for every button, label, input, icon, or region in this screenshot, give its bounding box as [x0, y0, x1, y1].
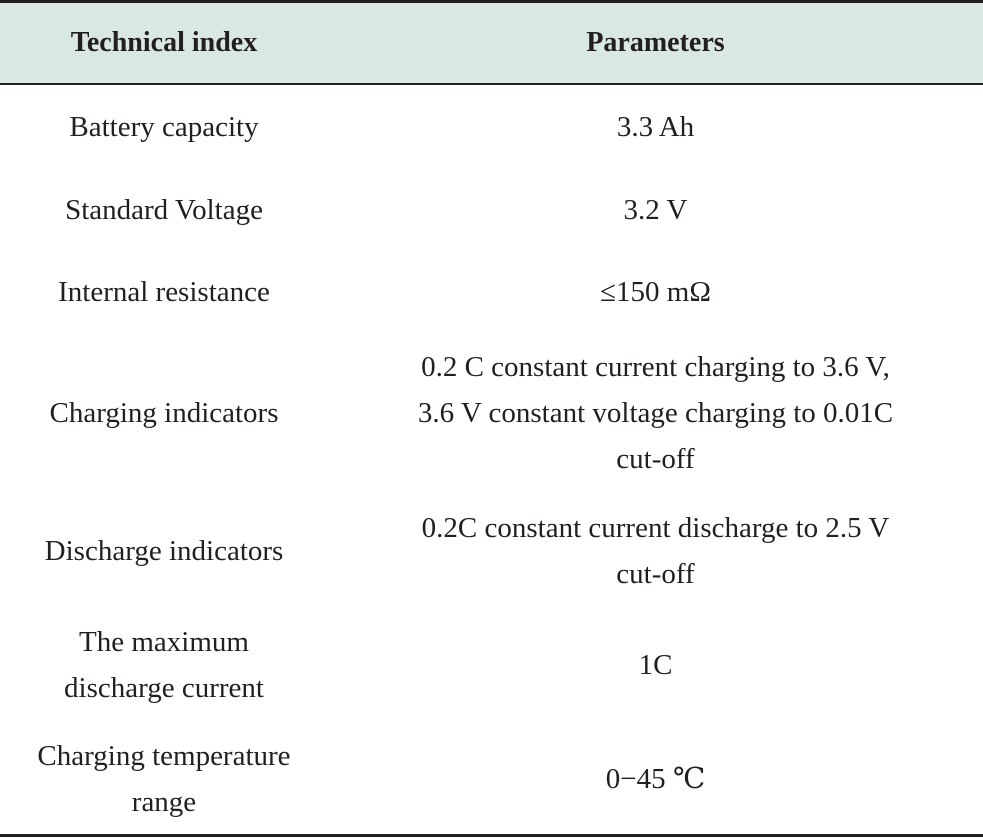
table-row-parameter-cell: 0.2 C constant current charging to 3.6 V…	[417, 351, 894, 475]
table-row-index-cell: Discharge indicators	[44, 535, 284, 567]
table-row-index-cell: Charging temperature range	[37, 740, 291, 818]
table-row-index-cell: Charging indicators	[49, 397, 279, 429]
table-header-row	[0, 3, 983, 83]
column-header-parameters: Parameters	[586, 27, 725, 58]
table-row-parameter-cell: 3.2 V	[623, 194, 688, 226]
table-row-index-cell: Standard Voltage	[65, 194, 263, 226]
table-row-index-cell: Internal resistance	[58, 276, 270, 308]
column-header-technical-index: Technical index	[70, 27, 258, 58]
table-row-parameter-cell: 1C	[638, 649, 673, 681]
table-row-parameter-cell: ≤150 mΩ	[600, 276, 711, 308]
table-bottom-rule	[0, 834, 983, 837]
table-row-parameter-cell: 0.2C constant current discharge to 2.5 V…	[421, 512, 890, 590]
table-row-index-cell: The maximum discharge current	[64, 626, 264, 704]
table-row-parameter-cell: 0−45 ℃	[605, 763, 706, 795]
table-header-rule	[0, 83, 983, 85]
table-top-rule	[0, 0, 983, 3]
table-row-parameter-cell: 3.3 Ah	[616, 111, 695, 143]
table-row-index-cell: Battery capacity	[69, 111, 259, 143]
